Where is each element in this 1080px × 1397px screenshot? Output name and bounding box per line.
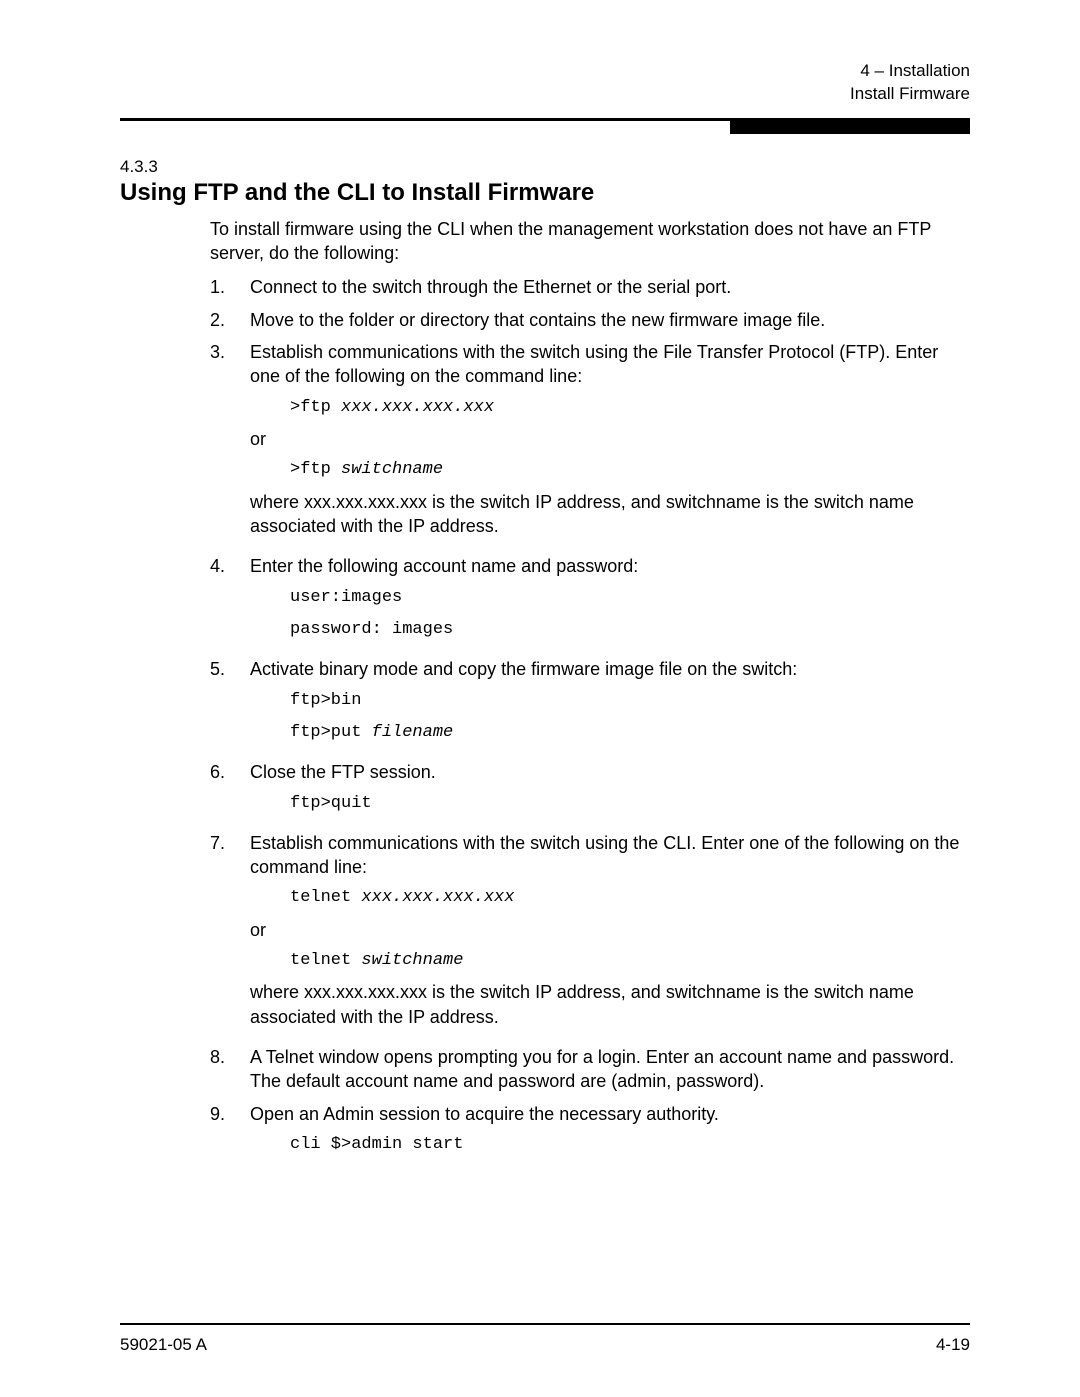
step-number: 7. [210,831,250,1037]
step-9: 9. Open an Admin session to acquire the … [210,1102,970,1165]
step-body: Establish communications with the switch… [250,340,970,546]
rule-block [730,118,970,134]
step-text: Activate binary mode and copy the firmwa… [250,657,970,681]
footer-rule [120,1323,970,1325]
code-line: user:images [290,585,970,611]
step-text: Close the FTP session. [250,760,970,784]
code-line: telnet xxx.xxx.xxx.xxx [290,885,970,911]
or-text: or [250,918,970,942]
step-text: Establish communications with the switch… [250,831,970,880]
or-text: or [250,427,970,451]
code-line: telnet switchname [290,948,970,974]
code-line: password: images [290,617,970,643]
step-text: Connect to the switch through the Ethern… [250,275,970,299]
section-body: To install firmware using the CLI when t… [210,217,970,1164]
step-number: 3. [210,340,250,546]
step-text: Open an Admin session to acquire the nec… [250,1102,970,1126]
code-line: ftp>bin [290,688,970,714]
code-line: ftp>put filename [290,720,970,746]
step-body: Close the FTP session. ftp>quit [250,760,970,823]
section-number: 4.3.3 [120,157,970,177]
footer-right: 4-19 [936,1335,970,1355]
code-line: >ftp switchname [290,457,970,483]
step-number: 1. [210,275,250,299]
intro-paragraph: To install firmware using the CLI when t… [210,217,970,266]
footer-left: 59021-05 A [120,1335,207,1355]
step-number: 9. [210,1102,250,1165]
step-8: 8. A Telnet window opens prompting you f… [210,1045,970,1094]
header-line-1: 4 – Installation [120,60,970,83]
step-1: 1. Connect to the switch through the Eth… [210,275,970,299]
page-footer: 59021-05 A 4-19 [120,1335,970,1355]
page-header: 4 – Installation Install Firmware [120,60,970,106]
step-3: 3. Establish communications with the swi… [210,340,970,546]
header-line-2: Install Firmware [120,83,970,106]
step-text: Move to the folder or directory that con… [250,308,970,332]
section-title: Using FTP and the CLI to Install Firmwar… [120,179,970,207]
step-body: Establish communications with the switch… [250,831,970,1037]
code-line: >ftp xxx.xxx.xxx.xxx [290,395,970,421]
step-number: 5. [210,657,250,752]
header-rule [120,118,970,121]
step-number: 2. [210,308,250,332]
step-body: Enter the following account name and pas… [250,554,970,649]
step-number: 8. [210,1045,250,1094]
step-text: A Telnet window opens prompting you for … [250,1045,970,1094]
step-4: 4. Enter the following account name and … [210,554,970,649]
chapter-number: 4 [860,61,869,80]
step-2: 2. Move to the folder or directory that … [210,308,970,332]
step-6: 6. Close the FTP session. ftp>quit [210,760,970,823]
step-note: where xxx.xxx.xxx.xxx is the switch IP a… [250,980,970,1029]
chapter-title: Installation [889,61,970,80]
step-7: 7. Establish communications with the swi… [210,831,970,1037]
code-line: cli $>admin start [290,1132,970,1158]
step-number: 6. [210,760,250,823]
step-5: 5. Activate binary mode and copy the fir… [210,657,970,752]
step-text: Enter the following account name and pas… [250,554,970,578]
code-line: ftp>quit [290,791,970,817]
step-body: Activate binary mode and copy the firmwa… [250,657,970,752]
step-body: Open an Admin session to acquire the nec… [250,1102,970,1165]
separator: – [870,61,889,80]
step-number: 4. [210,554,250,649]
step-note: where xxx.xxx.xxx.xxx is the switch IP a… [250,490,970,539]
step-text: Establish communications with the switch… [250,340,970,389]
